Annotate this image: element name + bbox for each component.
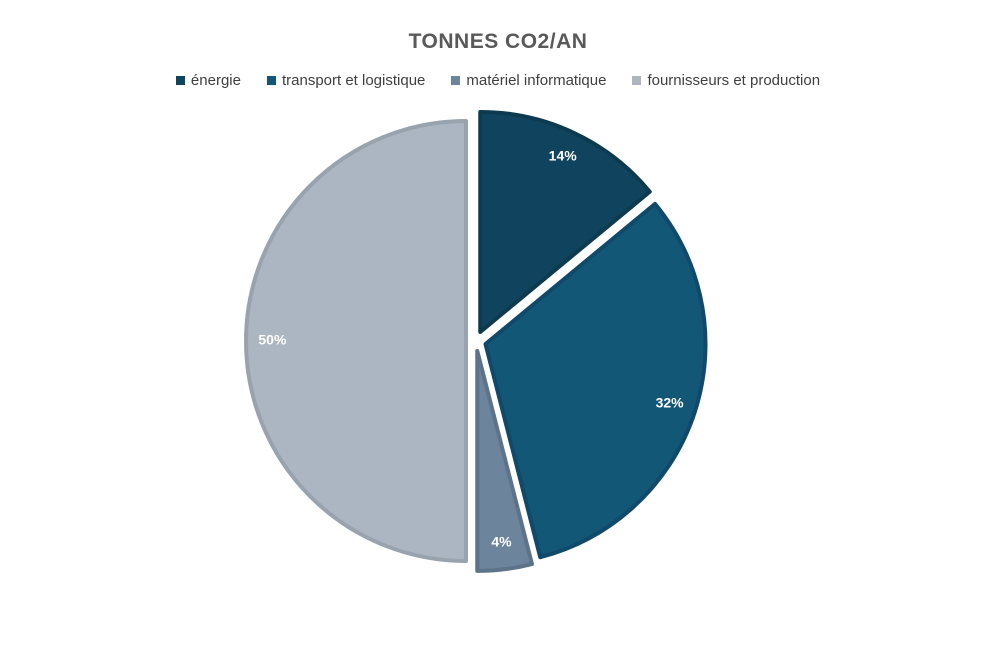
chart-title: TONNES CO2/AN: [408, 30, 588, 53]
legend: énergie transport et logistique matériel…: [0, 72, 996, 89]
pie-slice-fournisseurs: [244, 119, 468, 563]
data-label-transport: 32%: [656, 395, 685, 411]
legend-item-transport: transport et logistique: [266, 72, 426, 89]
pie-slice-transport: [483, 201, 708, 560]
legend-swatch: [175, 76, 185, 85]
legend-item-fournisseurs: fournisseurs et production: [632, 72, 820, 89]
legend-label: matériel informatique: [466, 72, 607, 89]
pie-slice-materiel: [475, 348, 534, 573]
legend-swatch: [266, 76, 276, 85]
data-label-materiel: 4%: [491, 534, 512, 550]
legend-label: énergie: [190, 72, 241, 89]
legend-label: transport et logistique: [281, 72, 426, 89]
legend-label: fournisseurs et production: [647, 72, 821, 89]
pie-slice-energie: [478, 109, 652, 334]
data-label-fournisseurs: 50%: [258, 332, 287, 348]
legend-item-energie: énergie: [175, 72, 241, 89]
legend-swatch: [451, 76, 461, 85]
data-label-energie: 14%: [549, 147, 578, 163]
legend-item-materiel: matériel informatique: [451, 72, 606, 89]
legend-swatch: [632, 76, 642, 85]
